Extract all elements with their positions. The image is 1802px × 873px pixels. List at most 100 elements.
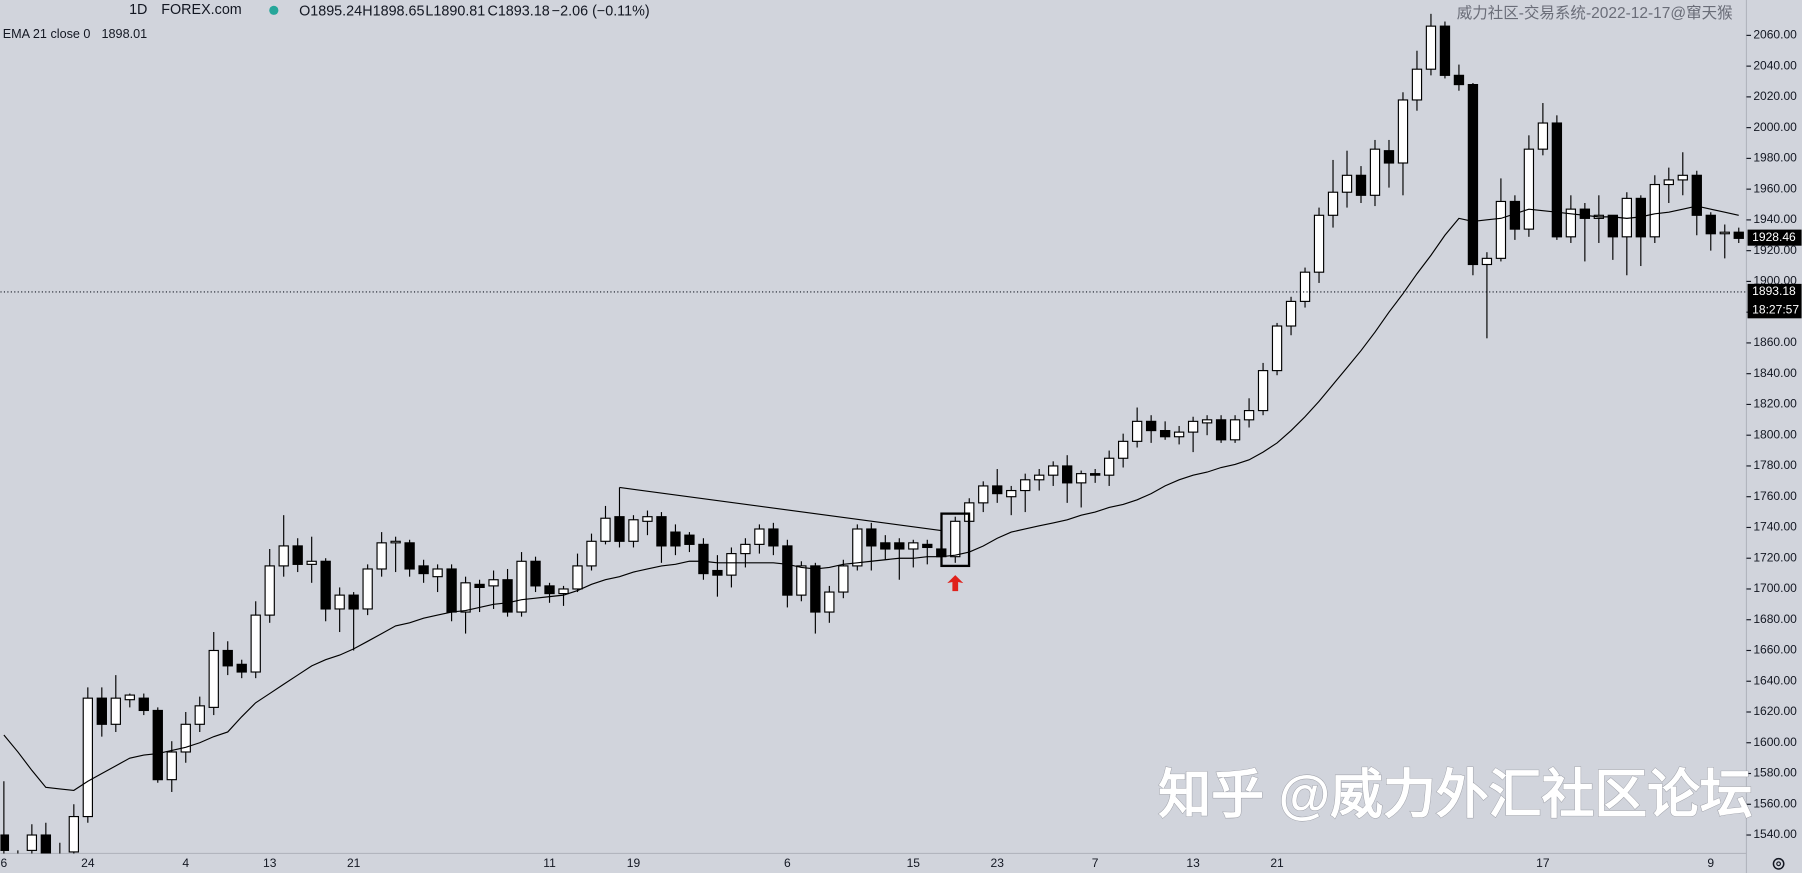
up-candle (180, 723, 191, 753)
down-candle (1705, 214, 1716, 235)
up-candle (432, 568, 443, 578)
up-candle (1271, 325, 1283, 372)
down-candle (404, 542, 415, 570)
up-candle (908, 542, 919, 550)
down-candle (1607, 214, 1619, 238)
settings-icon[interactable] (1772, 857, 1785, 870)
up-candle (1048, 465, 1059, 476)
y-tick-label: 1980.00 (1753, 151, 1797, 165)
x-tick-label: 24 (81, 856, 95, 870)
down-candle (474, 583, 485, 589)
up-candle (1425, 25, 1437, 70)
up-candle (1677, 174, 1688, 181)
close-label-box (1747, 229, 1802, 246)
x-tick-label: 21 (347, 856, 361, 870)
up-candle (124, 694, 135, 701)
up-candle (82, 697, 93, 818)
up-candle (1495, 200, 1507, 259)
down-candle (446, 568, 457, 613)
down-candle (152, 709, 163, 781)
y-tick-label: 1580.00 (1753, 766, 1797, 780)
down-candle (698, 543, 709, 575)
down-candle (656, 516, 667, 547)
y-tick-label: 1820.00 (1753, 397, 1797, 411)
down-candle (1579, 208, 1591, 219)
down-candle (502, 579, 513, 613)
down-candle (236, 663, 247, 673)
down-candle (1145, 420, 1157, 432)
down-candle (544, 585, 555, 595)
change: −2.06 (−0.11%) (552, 3, 650, 19)
up-candle (194, 705, 205, 725)
last-price-box (1747, 283, 1802, 319)
x-tick-label: 9 (1707, 856, 1714, 870)
down-candle (348, 594, 359, 610)
down-candle (670, 531, 681, 547)
y-tick-label: 1620.00 (1753, 704, 1797, 718)
high: H1898.65 (362, 3, 424, 19)
down-candle (614, 516, 625, 542)
up-candle (1523, 148, 1535, 230)
trendline (619, 486, 942, 532)
y-tick-label: 1860.00 (1753, 335, 1797, 349)
y-tick-label: 1720.00 (1753, 550, 1797, 564)
up-candle (1103, 457, 1115, 476)
up-candle (334, 594, 345, 610)
ema-line (3, 205, 1739, 792)
up-candle (516, 560, 527, 613)
down-candle (782, 545, 793, 596)
countdown: 18:27:57 (1752, 302, 1799, 316)
down-candle (1383, 150, 1395, 164)
down-candle (684, 534, 695, 545)
y-tick-label: 1560.00 (1753, 796, 1797, 810)
down-candle (1090, 473, 1101, 476)
x-tick-label: 21 (1270, 856, 1284, 870)
down-candle (1467, 84, 1479, 266)
status-dot (269, 5, 279, 15)
y-tick-label: 1740.00 (1753, 520, 1797, 534)
down-candle (922, 543, 933, 549)
watermark: 知乎 @威力外汇社区论坛 (1158, 765, 1752, 824)
up-candle (1327, 191, 1339, 216)
up-candle (488, 579, 499, 587)
up-candle (1131, 420, 1143, 442)
down-candle (292, 545, 303, 565)
y-tick-label: 1840.00 (1753, 366, 1797, 380)
y-tick-label: 1960.00 (1753, 181, 1797, 195)
up-candle (1341, 174, 1353, 193)
up-candle (1299, 271, 1311, 302)
y-tick-label: 1660.00 (1753, 643, 1797, 657)
down-candle (320, 560, 331, 610)
up-candle (558, 588, 569, 595)
up-candle (1173, 431, 1185, 438)
x-tick-label: 7 (1092, 856, 1099, 870)
up-candle (600, 517, 611, 542)
down-candle (768, 528, 779, 547)
close-label: 1928.46 (1752, 230, 1796, 244)
close: C1893.18 (487, 3, 549, 19)
down-candle (1355, 174, 1367, 196)
down-candle (712, 569, 723, 576)
down-candle (992, 485, 1003, 495)
axes: 1540.00 1560.00 1580.00 1600.00 1620.00 1640.… (1, 28, 1802, 870)
up-candle (1117, 440, 1129, 459)
up-candle (754, 528, 765, 545)
y-tick-label: 2000.00 (1753, 120, 1797, 134)
up-candle (1481, 257, 1493, 266)
y-tick-label: 2040.00 (1753, 58, 1797, 72)
down-candle (530, 560, 541, 587)
last-price-label: 1893.18 (1752, 284, 1796, 298)
down-candle (418, 565, 429, 575)
y-tick-label: 1920.00 (1753, 243, 1797, 257)
y-tick-label: 1760.00 (1753, 489, 1797, 503)
down-candle (810, 565, 821, 613)
symbol: FOREX.com (161, 2, 241, 18)
down-candle (222, 649, 233, 667)
low: L1890.81 (425, 3, 485, 19)
up-candle (1006, 489, 1017, 498)
up-candle (1719, 231, 1730, 235)
down-candle (880, 542, 891, 550)
up-candle (796, 565, 807, 596)
up-candle (390, 540, 401, 544)
